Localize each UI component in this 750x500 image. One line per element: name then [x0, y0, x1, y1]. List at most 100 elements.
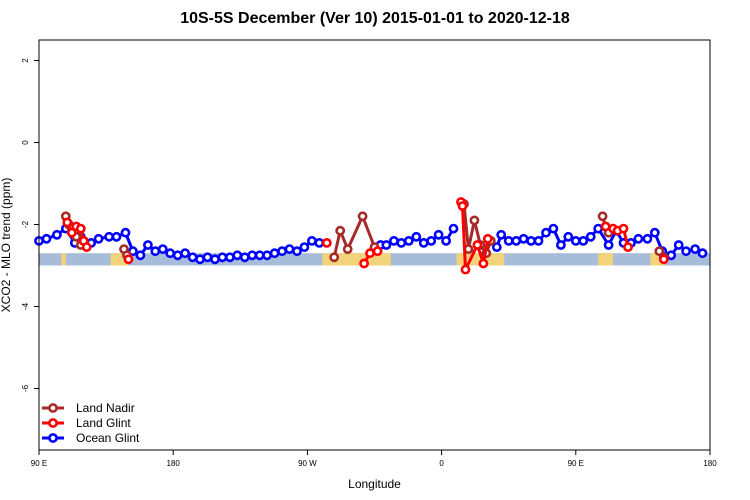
point-ocean-glint-71: [666, 250, 677, 261]
point-ocean-glint-21: [202, 252, 213, 263]
point-ocean-glint-43: [418, 237, 429, 248]
point-land-glint-12: [457, 201, 468, 211]
point-land-glint-1: [66, 227, 77, 238]
point-ocean-glint-19: [187, 252, 198, 263]
point-ocean-glint-14: [150, 246, 161, 257]
point-ocean-glint-74: [690, 244, 700, 254]
point-ocean-glint-49: [496, 229, 507, 240]
legend-marker-ocean-glint: [48, 433, 58, 443]
legend-label-land-nadir: Land Nadir: [76, 401, 135, 415]
point-land-glint-8: [359, 258, 369, 269]
point-ocean-glint-15: [157, 244, 168, 254]
point-ocean-glint-29: [262, 250, 272, 261]
point-ocean-glint-27: [247, 250, 258, 261]
point-land-glint-17: [600, 221, 611, 232]
point-ocean-glint-73: [681, 246, 691, 257]
point-land-nadir-15: [469, 215, 480, 226]
y-tick-label-4: -6: [21, 384, 30, 392]
map-land-0: [61, 253, 66, 266]
point-ocean-glint-33: [292, 246, 302, 257]
y-axis-label: XCO2 - MLO trend (ppm): [0, 178, 13, 313]
point-ocean-glint-2: [52, 229, 62, 240]
point-land-glint-10: [372, 246, 383, 257]
point-ocean-glint-57: [556, 240, 566, 250]
point-ocean-glint-16: [165, 248, 176, 259]
point-ocean-glint-12: [135, 250, 146, 261]
point-ocean-glint-13: [142, 240, 153, 250]
x-tick-label-5: 180: [703, 459, 717, 468]
x-tick-label-2: 90 W: [298, 459, 317, 468]
x-tick-label-1: 180: [167, 459, 181, 468]
point-ocean-glint-75: [697, 248, 708, 259]
point-ocean-glint-55: [541, 227, 551, 238]
point-land-glint-0: [62, 217, 73, 228]
point-ocean-glint-56: [548, 223, 559, 234]
y-tick-label-3: -4: [21, 302, 30, 310]
point-ocean-glint-45: [433, 229, 444, 240]
point-ocean-glint-38: [381, 240, 392, 250]
point-ocean-glint-46: [441, 235, 451, 246]
point-ocean-glint-42: [411, 231, 422, 242]
point-land-glint-21: [623, 242, 633, 252]
point-ocean-glint-22: [210, 254, 220, 265]
point-ocean-glint-25: [232, 250, 243, 261]
point-ocean-glint-7: [93, 233, 104, 244]
point-land-nadir-19: [597, 211, 608, 222]
point-land-glint-14: [472, 240, 483, 250]
point-ocean-glint-58: [563, 231, 574, 242]
point-land-nadir-8: [329, 252, 340, 263]
point-ocean-glint-39: [388, 235, 399, 246]
point-land-glint-9: [365, 248, 375, 259]
point-ocean-glint-54: [533, 235, 544, 246]
point-land-glint-16: [482, 233, 493, 244]
point-land-glint-3: [75, 223, 86, 234]
point-ocean-glint-34: [299, 242, 310, 252]
legend-label-land-glint: Land Glint: [76, 416, 131, 430]
point-land-nadir-11: [357, 211, 368, 222]
x-tick-label-4: 90 E: [568, 459, 584, 468]
point-ocean-glint-52: [518, 233, 529, 244]
point-land-nadir-10: [342, 244, 353, 254]
point-ocean-glint-1: [41, 233, 52, 244]
point-ocean-glint-32: [284, 244, 295, 254]
point-ocean-glint-20: [195, 254, 205, 265]
point-ocean-glint-9: [111, 231, 122, 242]
point-ocean-glint-47: [448, 223, 459, 234]
point-land-glint-20: [618, 223, 629, 234]
point-land-glint-7: [321, 237, 332, 248]
point-ocean-glint-18: [180, 248, 190, 259]
x-axis: 90 E 180 90 W 0 90 E 180: [31, 450, 717, 468]
point-ocean-glint-48: [491, 242, 502, 252]
x-tick-label-3: 0: [439, 459, 444, 468]
point-ocean-glint-67: [633, 233, 644, 244]
y-tick-label-2: -2: [21, 220, 30, 228]
point-land-glint-6: [123, 254, 134, 265]
legend-label-ocean-glint: Ocean Glint: [76, 431, 140, 445]
x-tick-label-0: 90 E: [31, 459, 47, 468]
point-land-glint-13: [460, 264, 471, 275]
point-ocean-glint-68: [642, 233, 653, 244]
point-ocean-glint-72: [673, 240, 684, 250]
point-land-nadir-9: [335, 225, 346, 236]
point-ocean-glint-23: [217, 252, 228, 263]
point-land-glint-22: [658, 254, 669, 265]
point-land-nadir-22: [654, 246, 665, 257]
plot-frame: [38, 39, 711, 451]
map-land-4: [598, 253, 614, 266]
point-ocean-glint-44: [426, 235, 437, 246]
point-ocean-glint-41: [403, 235, 414, 246]
y-tick-label-1: 0: [21, 140, 30, 145]
y-axis: 2 0 -2 -4 -6: [21, 58, 39, 392]
point-ocean-glint-26: [239, 252, 250, 263]
point-ocean-glint-63: [603, 240, 614, 250]
x-axis-label: Longitude: [348, 477, 401, 491]
point-ocean-glint-69: [649, 227, 660, 238]
series-ocean-glint: [34, 223, 708, 265]
point-ocean-glint-50: [503, 235, 514, 246]
point-ocean-glint-36: [314, 237, 325, 248]
legend-marker-land-nadir: [48, 403, 58, 413]
point-ocean-glint-40: [396, 237, 407, 248]
point-ocean-glint-10: [120, 227, 131, 238]
